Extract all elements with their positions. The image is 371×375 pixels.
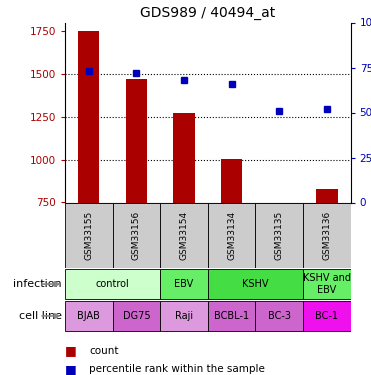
Bar <box>112 202 160 268</box>
Bar <box>303 269 351 299</box>
Bar <box>65 301 112 331</box>
Text: ■: ■ <box>65 344 77 357</box>
Bar <box>173 113 195 202</box>
Text: GSM33156: GSM33156 <box>132 211 141 260</box>
Text: GSM33134: GSM33134 <box>227 211 236 260</box>
Bar <box>316 189 338 202</box>
Bar <box>208 301 255 331</box>
Text: GSM33135: GSM33135 <box>275 211 284 260</box>
Text: KSHV and
EBV: KSHV and EBV <box>303 273 351 295</box>
Text: infection: infection <box>13 279 62 289</box>
Title: GDS989 / 40494_at: GDS989 / 40494_at <box>140 6 275 20</box>
Text: KSHV: KSHV <box>242 279 269 289</box>
Bar <box>303 202 351 268</box>
Bar <box>160 269 208 299</box>
Bar <box>255 301 303 331</box>
Text: DG75: DG75 <box>122 311 150 321</box>
Bar <box>160 202 208 268</box>
Text: count: count <box>89 346 119 355</box>
Bar <box>78 31 99 202</box>
Text: GSM33136: GSM33136 <box>322 211 331 260</box>
Bar <box>65 202 112 268</box>
Text: ■: ■ <box>65 363 77 375</box>
Text: BC-3: BC-3 <box>268 311 290 321</box>
Bar <box>208 202 255 268</box>
Bar <box>160 301 208 331</box>
Text: control: control <box>96 279 129 289</box>
Bar <box>208 269 303 299</box>
Text: BC-1: BC-1 <box>315 311 338 321</box>
Text: Raji: Raji <box>175 311 193 321</box>
Bar <box>221 159 242 203</box>
Text: BJAB: BJAB <box>77 311 100 321</box>
Bar <box>65 269 160 299</box>
Text: cell line: cell line <box>19 311 62 321</box>
Text: BCBL-1: BCBL-1 <box>214 311 249 321</box>
Text: EBV: EBV <box>174 279 194 289</box>
Bar <box>126 79 147 203</box>
Bar <box>303 301 351 331</box>
Bar <box>255 202 303 268</box>
Text: GSM33155: GSM33155 <box>84 211 93 260</box>
Text: GSM33154: GSM33154 <box>180 211 188 260</box>
Text: percentile rank within the sample: percentile rank within the sample <box>89 364 265 374</box>
Bar <box>112 301 160 331</box>
